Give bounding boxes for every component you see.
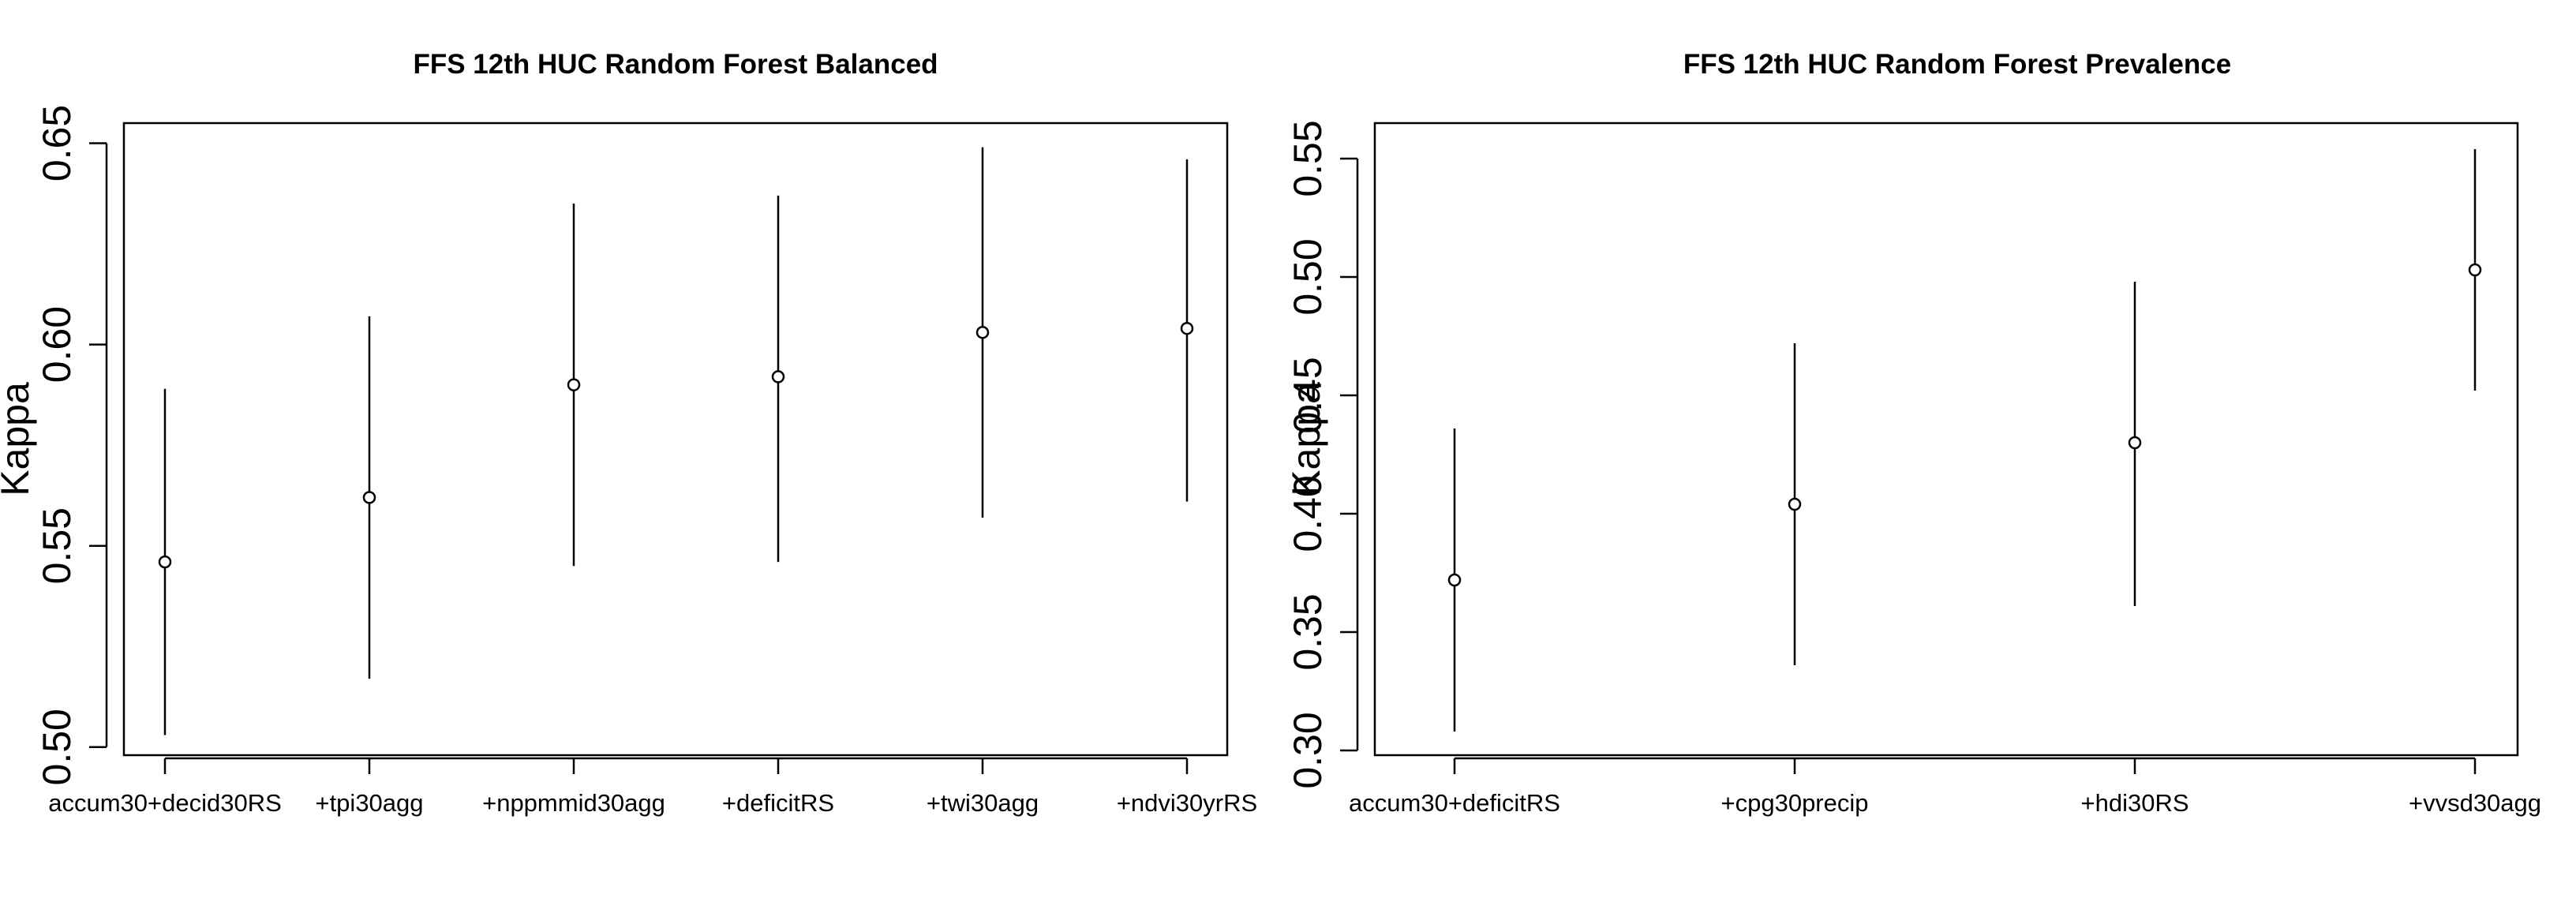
panel-2-chart-title: FFS 12th HUC Random Forest Prevalence (1683, 49, 2231, 80)
panel-1-data-point (975, 326, 990, 339)
panel-2-y-tick-label: 0.50 (1286, 238, 1330, 315)
panel-2-data-point (2128, 436, 2142, 450)
panel-2-y-tick-label: 0.55 (1286, 120, 1330, 196)
panel-2-y-tick-label: 0.45 (1286, 357, 1330, 433)
panel-1-y-tick-label: 0.65 (35, 105, 79, 181)
panel-2-data-point (2468, 263, 2482, 277)
panel-2-x-tick-label: +vvsd30agg (2409, 789, 2541, 817)
panel-1-y-tick-label: 0.60 (35, 306, 79, 383)
panel-1-x-tick-label: +ndvi30yrRS (1117, 789, 1257, 817)
panel-2-x-tick-label: accum30+deficitRS (1349, 789, 1560, 817)
panel-2-y-axis-label: Kappa (1284, 382, 1328, 496)
panel-2-x-tick-label: +hdi30RS (2080, 789, 2188, 817)
panel-1-plot-frame (122, 122, 1229, 757)
panel-2-data-point (1788, 497, 1802, 511)
panel-1-chart-title: FFS 12th HUC Random Forest Balanced (413, 49, 938, 80)
panel-1-y-axis-label: Kappa (0, 382, 37, 496)
panel-1-x-tick-label: +deficitRS (722, 789, 834, 817)
panel-1-data-point (1180, 321, 1194, 335)
panel-2-plot-frame (1373, 122, 2519, 757)
panel-1-data-point (567, 378, 581, 391)
panel-1-data-point (158, 555, 172, 569)
panel-1-y-tick-label: 0.55 (35, 507, 79, 584)
panel-2-y-tick-label: 0.30 (1286, 712, 1330, 788)
panel-2-y-tick-label: 0.35 (1286, 593, 1330, 670)
panel-2-x-tick-label: +cpg30precip (1721, 789, 1869, 817)
panel-1-data-point (771, 370, 785, 384)
panel-1-x-tick-label: +nppmmid30agg (482, 789, 665, 817)
panel-1-data-point (362, 491, 376, 504)
panel-1-x-tick-label: +tpi30agg (315, 789, 423, 817)
panel-2-data-point (1447, 573, 1462, 587)
panel-1-y-tick-label: 0.50 (35, 709, 79, 785)
panel-1-x-tick-label: accum30+decid30RS (48, 789, 282, 817)
panel-1-x-tick-label: +twi30agg (927, 789, 1039, 817)
panel-2-y-tick-label: 0.40 (1286, 475, 1330, 552)
